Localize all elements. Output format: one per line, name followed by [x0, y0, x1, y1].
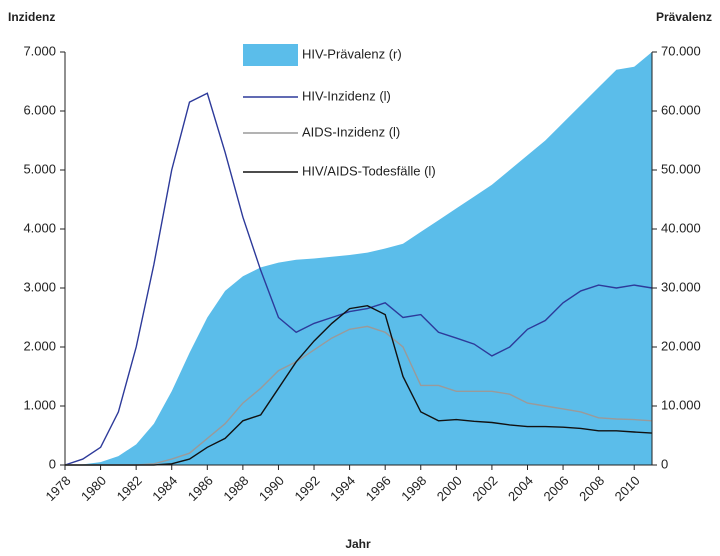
line — [65, 304, 653, 466]
legend-label: AIDS-Inzidenz (l) — [302, 124, 400, 139]
y-tick-label: 1.000 — [23, 397, 56, 412]
x-tick-label: 2008 — [576, 473, 607, 504]
x-tick-label: 1996 — [363, 473, 394, 504]
y-tick-label: 3.000 — [23, 279, 56, 294]
y2-tick-label: 20.000 — [661, 338, 701, 353]
y-tick-label: 2.000 — [23, 338, 56, 353]
y2-tick-label: 30.000 — [661, 279, 701, 294]
x-tick-label: 1986 — [185, 473, 216, 504]
x-axis-title: Jahr — [345, 537, 371, 551]
x-tick-label: 2006 — [541, 473, 572, 504]
y2-tick-label: 50.000 — [661, 161, 701, 176]
x-tick-label: 1978 — [42, 473, 73, 504]
legend-label: HIV-Prävalenz (r) — [302, 46, 402, 61]
y-tick-label: 4.000 — [23, 220, 56, 235]
line — [64, 92, 653, 466]
y-tick-label: 6.000 — [23, 102, 56, 117]
x-tick-label: 2000 — [434, 473, 465, 504]
area — [65, 52, 652, 465]
y2-axis-title: Prävalenz — [656, 10, 712, 24]
x-tick-label: 2010 — [612, 473, 643, 504]
x-tick-label: 1982 — [114, 473, 145, 504]
y2-tick-label: 10.000 — [661, 397, 701, 412]
x-tick-label: 1980 — [78, 473, 109, 504]
y2-tick-label: 0 — [661, 456, 668, 471]
y-axis-title: Inzidenz — [8, 10, 55, 24]
line — [65, 325, 653, 466]
x-tick-label: 1998 — [398, 473, 429, 504]
x-tick-label: 1984 — [149, 473, 180, 504]
x-tick-label: 1992 — [292, 473, 323, 504]
y-tick-label: 5.000 — [23, 161, 56, 176]
legend-label: HIV-Inzidenz (l) — [302, 88, 391, 103]
x-tick-label: 1990 — [256, 473, 287, 504]
y-tick-label: 0 — [49, 456, 56, 471]
y-tick-label: 7.000 — [23, 43, 56, 58]
x-tick-label: 2004 — [505, 473, 536, 504]
x-tick-label: 1994 — [327, 473, 358, 504]
x-tick-label: 2002 — [469, 473, 500, 504]
legend-swatch — [243, 44, 298, 66]
legend-label: HIV/AIDS-Todesfälle (l) — [302, 163, 436, 178]
y2-tick-label: 60.000 — [661, 102, 701, 117]
x-tick-label: 1988 — [220, 473, 251, 504]
y2-tick-label: 70.000 — [661, 43, 701, 58]
y2-tick-label: 40.000 — [661, 220, 701, 235]
